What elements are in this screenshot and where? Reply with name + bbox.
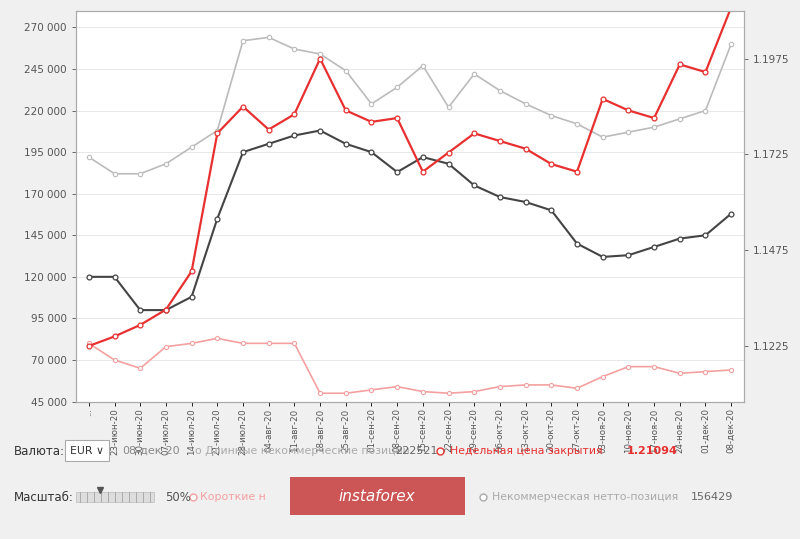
Text: EUR ∨: EUR ∨ bbox=[70, 446, 104, 456]
FancyBboxPatch shape bbox=[76, 492, 154, 502]
Text: Масштаб:: Масштаб: bbox=[14, 490, 74, 503]
FancyBboxPatch shape bbox=[290, 477, 465, 515]
Text: 1.21094: 1.21094 bbox=[627, 446, 678, 456]
Text: Некоммерческая нетто-позиция: Некоммерческая нетто-позиция bbox=[492, 492, 678, 502]
Text: Валюта:: Валюта: bbox=[14, 445, 65, 458]
FancyBboxPatch shape bbox=[65, 440, 109, 461]
Text: o Длинные некоммерческие позиции: o Длинные некоммерческие позиции bbox=[195, 446, 410, 456]
Text: 156429: 156429 bbox=[691, 492, 734, 502]
Text: Короткие н: Короткие н bbox=[200, 492, 266, 502]
Text: 50%: 50% bbox=[165, 490, 191, 503]
Text: Недельная цена закрытия: Недельная цена закрытия bbox=[450, 446, 602, 456]
Text: 08-дек-20: 08-дек-20 bbox=[122, 446, 180, 456]
Text: instaforex: instaforex bbox=[338, 488, 415, 503]
Text: 222521: 222521 bbox=[395, 446, 438, 456]
